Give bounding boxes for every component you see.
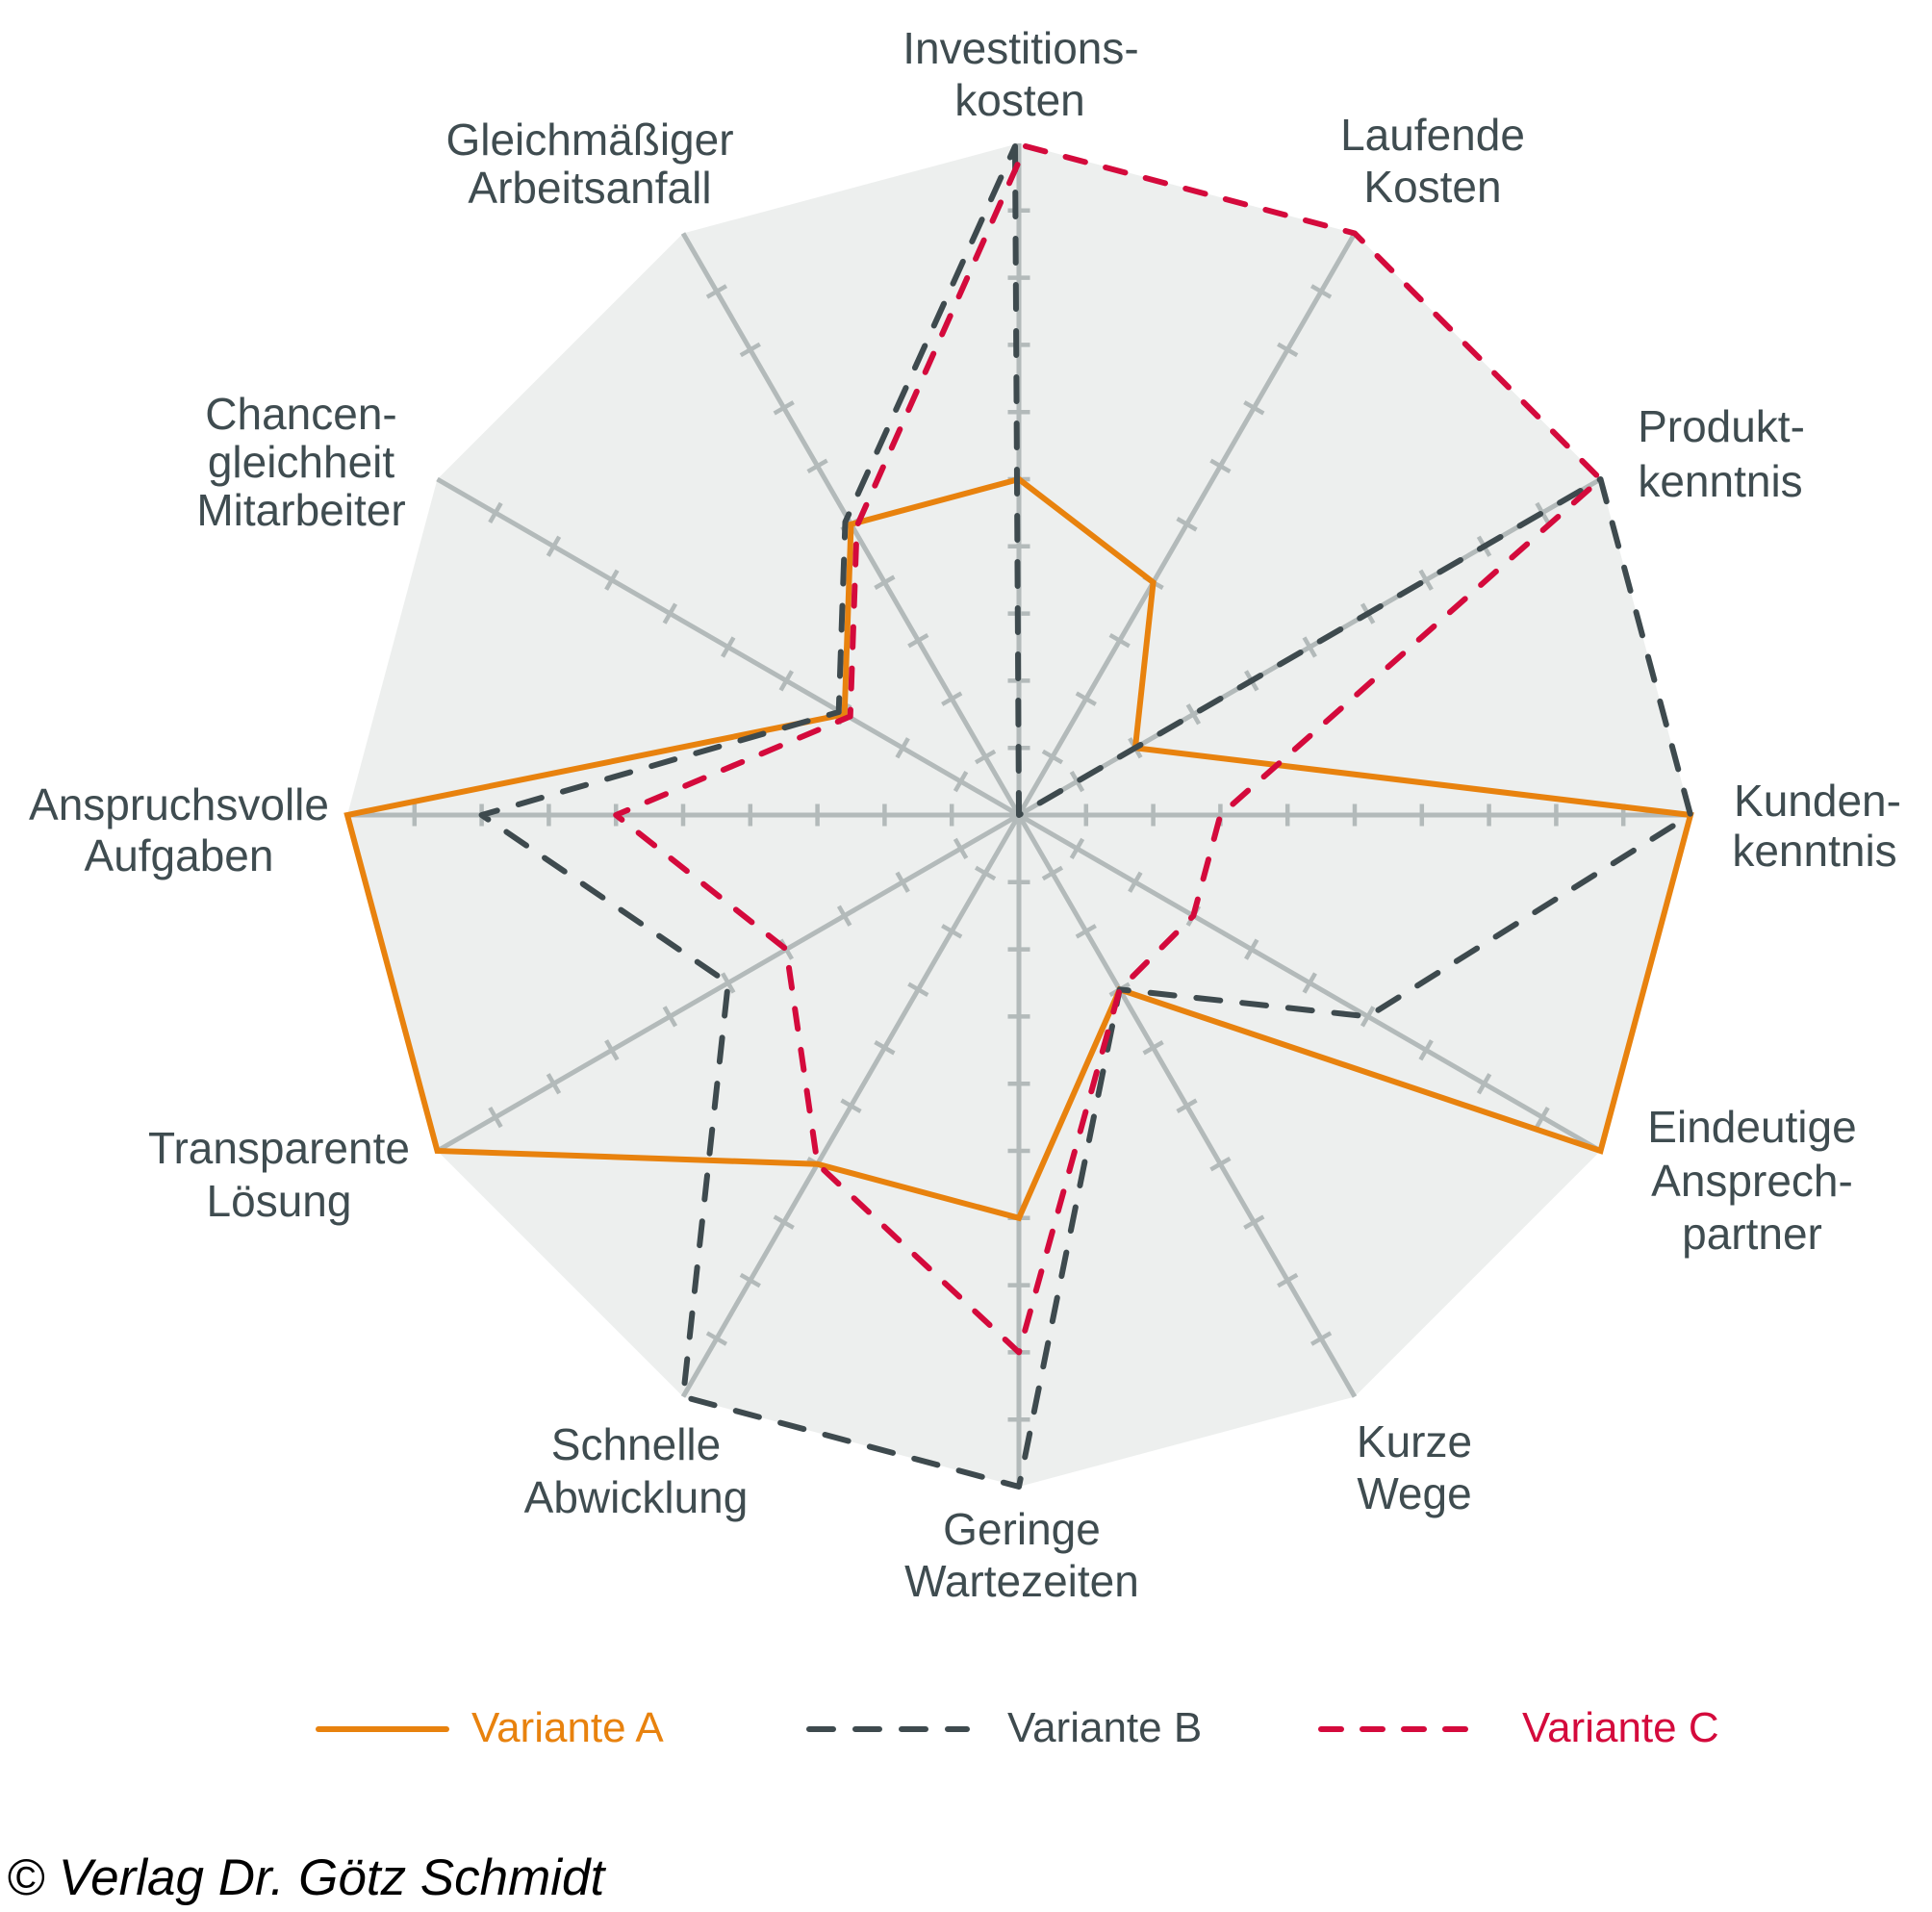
svg-text:Eindeutige: Eindeutige — [1647, 1102, 1856, 1152]
svg-text:Mitarbeiter: Mitarbeiter — [196, 485, 405, 535]
svg-text:Variante C: Variante C — [1522, 1704, 1719, 1751]
svg-text:partner: partner — [1682, 1209, 1822, 1259]
svg-text:Produkt-: Produkt- — [1638, 401, 1805, 451]
svg-text:Kunden-: Kunden- — [1734, 776, 1901, 826]
svg-text:Investitions-: Investitions- — [902, 23, 1138, 73]
svg-text:Arbeitsanfall: Arbeitsanfall — [468, 163, 711, 213]
svg-text:Transparente: Transparente — [148, 1123, 410, 1173]
svg-text:kosten: kosten — [954, 75, 1085, 125]
svg-text:Lösung: Lösung — [207, 1176, 352, 1226]
svg-text:Geringe: Geringe — [943, 1504, 1101, 1554]
svg-text:Wege: Wege — [1357, 1468, 1471, 1518]
svg-text:Chancen-: Chancen- — [205, 389, 396, 439]
svg-text:© Verlag Dr. Götz Schmidt: © Verlag Dr. Götz Schmidt — [7, 1849, 607, 1906]
svg-text:Variante B: Variante B — [1007, 1704, 1202, 1751]
svg-text:Kurze: Kurze — [1357, 1416, 1472, 1466]
svg-text:kenntnis: kenntnis — [1638, 456, 1802, 506]
svg-text:Ansprech-: Ansprech- — [1651, 1156, 1853, 1206]
svg-text:Abwicklung: Abwicklung — [524, 1472, 749, 1522]
svg-text:Kosten: Kosten — [1363, 162, 1501, 212]
svg-text:Gleichmäßiger: Gleichmäßiger — [445, 115, 733, 165]
svg-text:kenntnis: kenntnis — [1732, 826, 1896, 876]
svg-text:gleichheit: gleichheit — [208, 437, 395, 487]
svg-text:Schnelle: Schnelle — [551, 1419, 721, 1469]
svg-text:Anspruchsvolle: Anspruchsvolle — [29, 779, 329, 829]
svg-text:Laufende: Laufende — [1340, 110, 1525, 160]
svg-text:Wartezeiten: Wartezeiten — [904, 1556, 1139, 1606]
svg-text:Aufgaben: Aufgaben — [85, 830, 274, 880]
svg-text:Variante A: Variante A — [471, 1704, 664, 1751]
